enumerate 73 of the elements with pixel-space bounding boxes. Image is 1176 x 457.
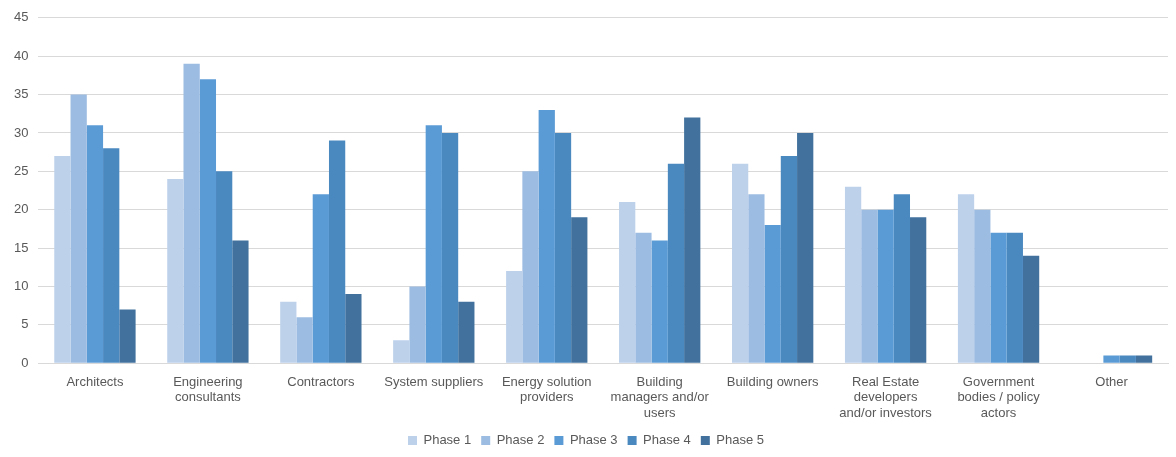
bar bbox=[312, 194, 329, 363]
bar bbox=[893, 194, 911, 363]
x-tick-label: Building managers and/or users bbox=[610, 373, 710, 420]
bar bbox=[1006, 232, 1023, 363]
bar bbox=[1103, 355, 1120, 363]
y-tick-label: 5 bbox=[21, 316, 29, 332]
bar bbox=[732, 163, 749, 363]
bar bbox=[522, 171, 539, 363]
bar bbox=[538, 109, 555, 363]
bar bbox=[458, 301, 475, 363]
y-tick-label: 10 bbox=[13, 278, 29, 294]
x-tick-label: Real Estate developers and/or investors bbox=[839, 373, 933, 420]
y-tick-label: 0 bbox=[21, 354, 29, 370]
bar bbox=[70, 94, 87, 363]
bar bbox=[684, 117, 701, 363]
bar bbox=[667, 163, 685, 363]
bar bbox=[232, 240, 249, 363]
x-tick-label: Architects bbox=[66, 373, 124, 389]
bar bbox=[119, 309, 136, 363]
y-tick-label: 30 bbox=[13, 124, 29, 140]
bar bbox=[764, 225, 781, 363]
bar bbox=[103, 148, 120, 363]
bar bbox=[554, 132, 572, 363]
bar bbox=[957, 194, 975, 363]
bar bbox=[797, 132, 814, 363]
y-tick-label: 20 bbox=[13, 201, 29, 217]
bar bbox=[1022, 255, 1040, 363]
x-tick-label: Contractors bbox=[287, 373, 355, 389]
bar bbox=[635, 232, 652, 363]
bar bbox=[1119, 355, 1136, 363]
bar bbox=[425, 125, 442, 363]
bar bbox=[974, 209, 991, 363]
legend-label: Phase 2 bbox=[496, 432, 545, 448]
x-tick-label: Other bbox=[1095, 373, 1129, 389]
legend-label: Phase 4 bbox=[643, 432, 691, 448]
bar bbox=[183, 63, 200, 363]
bar bbox=[86, 125, 104, 363]
bar bbox=[54, 155, 71, 363]
bar bbox=[345, 294, 362, 363]
x-tick-label: Energy solution providers bbox=[501, 373, 592, 405]
bar bbox=[651, 240, 668, 363]
y-tick-label: 35 bbox=[13, 86, 29, 102]
legend-label: Phase 5 bbox=[716, 432, 765, 448]
bar bbox=[990, 232, 1007, 363]
x-tick-label: Engineering consultants bbox=[173, 373, 243, 405]
bar bbox=[441, 132, 459, 363]
bar bbox=[780, 155, 798, 363]
bar bbox=[199, 79, 217, 363]
y-tick-label: 15 bbox=[13, 239, 29, 255]
bar bbox=[910, 217, 927, 363]
bar bbox=[216, 171, 233, 363]
legend-label: Phase 1 bbox=[423, 432, 472, 448]
bar bbox=[877, 209, 894, 363]
x-tick-label: Government bodies / policy actors bbox=[957, 373, 1041, 420]
bar bbox=[167, 178, 184, 363]
x-tick-label: System suppliers bbox=[384, 373, 484, 389]
y-tick-label: 25 bbox=[13, 162, 29, 178]
bar bbox=[328, 140, 346, 363]
bar bbox=[748, 194, 765, 363]
bar bbox=[506, 271, 523, 363]
bar bbox=[280, 301, 297, 363]
x-tick-label: Building owners bbox=[726, 373, 820, 389]
bar bbox=[296, 317, 313, 363]
bar bbox=[619, 202, 636, 363]
legend-label: Phase 3 bbox=[569, 432, 618, 448]
bar bbox=[393, 340, 410, 363]
y-tick-label: 45 bbox=[13, 9, 29, 25]
bar bbox=[409, 286, 426, 363]
bar bbox=[861, 209, 878, 363]
bar bbox=[1135, 355, 1153, 363]
y-tick-label: 40 bbox=[13, 47, 29, 63]
bar bbox=[571, 217, 588, 363]
bar bbox=[844, 186, 862, 363]
